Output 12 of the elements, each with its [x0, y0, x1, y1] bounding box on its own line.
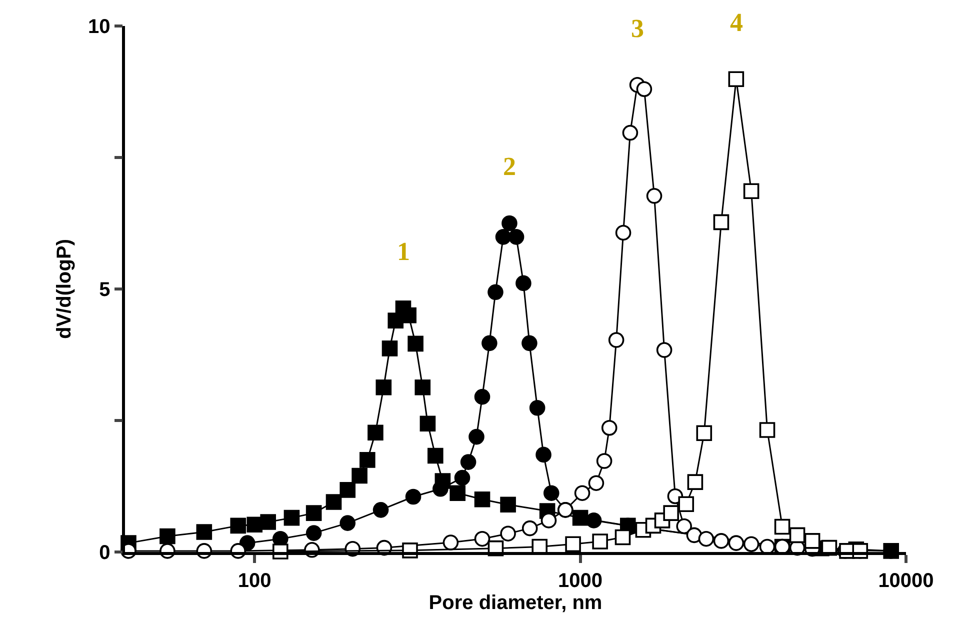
annotation: 1 — [397, 237, 410, 266]
x-tick-label: 100 — [238, 570, 272, 592]
y-tick-label: 0 — [99, 542, 110, 564]
annotation: 2 — [503, 152, 516, 181]
y-tick-label: 5 — [99, 279, 110, 301]
x-axis-title: Pore diameter, nm — [428, 592, 602, 614]
annotation: 3 — [631, 14, 644, 43]
x-tick-label: 1000 — [558, 570, 603, 592]
annotation: 4 — [730, 8, 743, 37]
x-tick-label: 10000 — [878, 570, 934, 592]
y-tick-label: 10 — [88, 16, 110, 38]
y-axis-title: dV/d(logP) — [54, 239, 76, 339]
